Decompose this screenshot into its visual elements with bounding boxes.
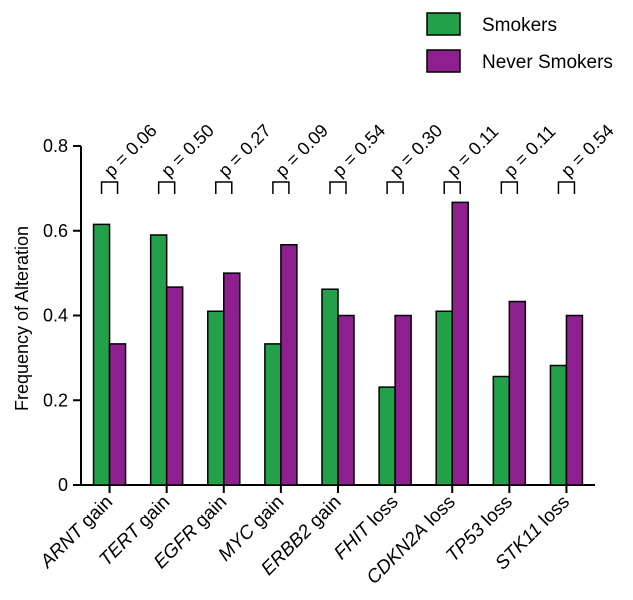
bar-smokers (435, 310, 453, 486)
legend-swatch-smokers (426, 12, 461, 36)
y-tick-label: 0 (58, 475, 68, 495)
bar-smokers (492, 375, 511, 486)
bar-never-smokers (394, 314, 412, 486)
p-value-label: p = 0.30 (386, 120, 447, 181)
bars (92, 201, 584, 486)
gene-name: ERBB2 (257, 521, 316, 580)
bar-smokers (549, 364, 568, 486)
legend: Smokers Never Smokers (426, 12, 613, 73)
bar-never-smokers (223, 272, 241, 486)
p-value-label: p = 0.27 (214, 120, 275, 181)
bar-smokers (92, 223, 111, 486)
y-axis-label: Frequency of Alteration (12, 226, 32, 411)
significance-bracket (443, 181, 461, 194)
gene-name: STK11 (491, 519, 546, 574)
legend-swatch-never-smokers (426, 49, 461, 73)
significance-bracket (157, 181, 176, 194)
bar-never-smokers (280, 243, 298, 486)
y-tick-label: 0.6 (43, 221, 68, 241)
legend-label-never-smokers: Never Smokers (482, 52, 613, 73)
significance-bracket (500, 181, 519, 194)
significance-bracket (215, 181, 233, 194)
p-value-annotations: p = 0.06p = 0.50p = 0.27p = 0.09p = 0.54… (100, 120, 618, 194)
significance-bracket (557, 181, 576, 194)
bar-smokers (378, 386, 396, 486)
bar-smokers (264, 343, 282, 486)
legend-label-smokers: Smokers (482, 15, 557, 36)
bar-never-smokers (508, 300, 527, 486)
significance-bracket (386, 181, 404, 194)
p-value-label: p = 0.06 (100, 120, 161, 181)
p-value-label: p = 0.54 (329, 120, 390, 181)
p-value-label: p = 0.09 (272, 120, 333, 181)
p-value-label: p = 0.11 (500, 121, 560, 181)
bar-never-smokers (337, 314, 355, 486)
bar-never-smokers (451, 201, 469, 486)
significance-bracket (329, 181, 347, 194)
p-value-label: p = 0.54 (557, 120, 618, 181)
bar-smokers (149, 234, 168, 486)
bar-never-smokers (108, 343, 127, 486)
y-tick-label: 0.2 (43, 390, 68, 410)
significance-bracket (100, 181, 119, 194)
bar-never-smokers (165, 286, 184, 486)
bar-never-smokers (565, 314, 584, 486)
p-value-label: p = 0.11 (443, 121, 503, 181)
significance-bracket (272, 181, 290, 194)
y-tick-label: 0.4 (43, 306, 68, 326)
p-value-label: p = 0.50 (157, 120, 218, 181)
bar-smokers (321, 288, 339, 486)
y-tick-label: 0.8 (43, 136, 68, 156)
bar-smokers (207, 310, 225, 486)
